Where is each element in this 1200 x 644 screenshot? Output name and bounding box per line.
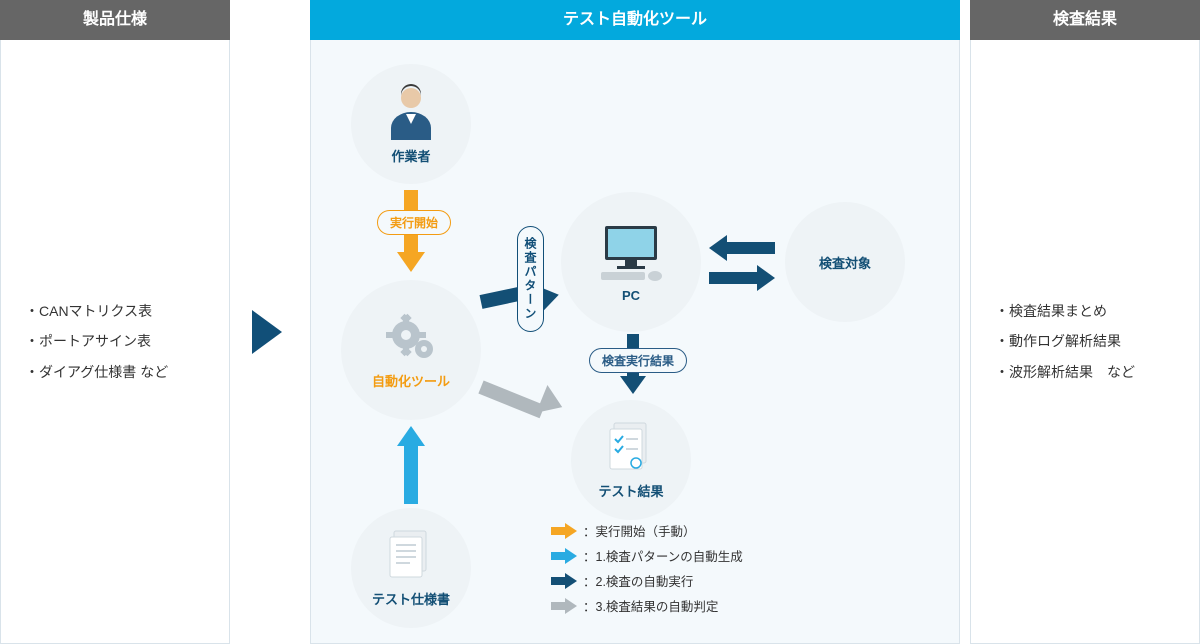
legend-row: ：実行開始（手動） (551, 521, 743, 540)
left-item: ・CANマトリクス表 (25, 295, 215, 326)
right-header: 検査結果 (970, 0, 1200, 40)
label-pattern: 検査パターン (517, 226, 544, 332)
node-target-label: 検査対象 (819, 253, 871, 272)
node-spec-label: テスト仕様書 (372, 589, 450, 608)
legend-arrow-icon (551, 599, 577, 613)
label-exec-result: 検査実行結果 (589, 348, 687, 373)
legend-row: ：2.検査の自動実行 (551, 571, 743, 590)
legend-text: ：3.検査結果の自動判定 (583, 596, 718, 615)
legend-arrow-icon (551, 574, 577, 588)
arrow-spec-to-tool (401, 426, 421, 504)
node-worker-label: 作業者 (391, 146, 430, 165)
legend-arrow-icon (551, 549, 577, 563)
legend-text: ：実行開始（手動） (583, 521, 696, 540)
left-header: 製品仕様 (0, 0, 230, 40)
node-tool: 自動化ツール (341, 280, 481, 420)
computer-icon (595, 222, 667, 282)
right-item: ・波形解析結果 など (995, 357, 1185, 388)
arrow-tool-to-result (481, 376, 577, 406)
legend-text: ：1.検査パターンの自動生成 (583, 546, 743, 565)
node-pc-label: PC (622, 288, 640, 303)
arrow-pc-to-target (709, 268, 779, 288)
document-icon (386, 529, 436, 583)
right-body: ・検査結果まとめ ・動作ログ解析結果 ・波形解析結果 など (970, 40, 1200, 644)
right-item: ・検査結果まとめ (995, 295, 1185, 326)
center-header: テスト自動化ツール (310, 0, 960, 40)
left-body: ・CANマトリクス表 ・ポートアサイン表 ・ダイアグ仕様書 など (0, 40, 230, 644)
right-column: 検査結果 ・検査結果まとめ ・動作ログ解析結果 ・波形解析結果 など (970, 0, 1200, 644)
arrow-target-to-pc (709, 238, 779, 258)
legend-arrow-icon (551, 524, 577, 538)
left-item: ・ポートアサイン表 (25, 326, 215, 357)
person-icon (386, 84, 436, 140)
node-worker: 作業者 (351, 64, 471, 184)
center-body: 作業者 (310, 40, 960, 644)
node-result-label: テスト結果 (598, 481, 663, 500)
arrow-left-to-center (252, 310, 282, 354)
left-list: ・CANマトリクス表 ・ポートアサイン表 ・ダイアグ仕様書 など (25, 295, 215, 387)
node-spec: テスト仕様書 (351, 508, 471, 628)
left-item: ・ダイアグ仕様書 など (25, 357, 215, 388)
legend-row: ：3.検査結果の自動判定 (551, 596, 743, 615)
right-list: ・検査結果まとめ ・動作ログ解析結果 ・波形解析結果 など (995, 295, 1185, 387)
label-start: 実行開始 (377, 210, 451, 235)
node-tool-label: 自動化ツール (372, 371, 450, 390)
node-result: テスト結果 (571, 400, 691, 520)
left-column: 製品仕様 ・CANマトリクス表 ・ポートアサイン表 ・ダイアグ仕様書 など (0, 0, 230, 644)
node-target: 検査対象 (785, 202, 905, 322)
right-item: ・動作ログ解析結果 (995, 326, 1185, 357)
node-pc: PC (561, 192, 701, 332)
center-column: テスト自動化ツール 作業者 (310, 0, 960, 644)
legend-row: ：1.検査パターンの自動生成 (551, 546, 743, 565)
gear-icon (384, 311, 438, 365)
document-check-icon (606, 421, 656, 475)
legend-text: ：2.検査の自動実行 (583, 571, 693, 590)
legend: ：実行開始（手動） ：1.検査パターンの自動生成 ：2.検査の自動実行 ：3.検… (551, 515, 743, 621)
